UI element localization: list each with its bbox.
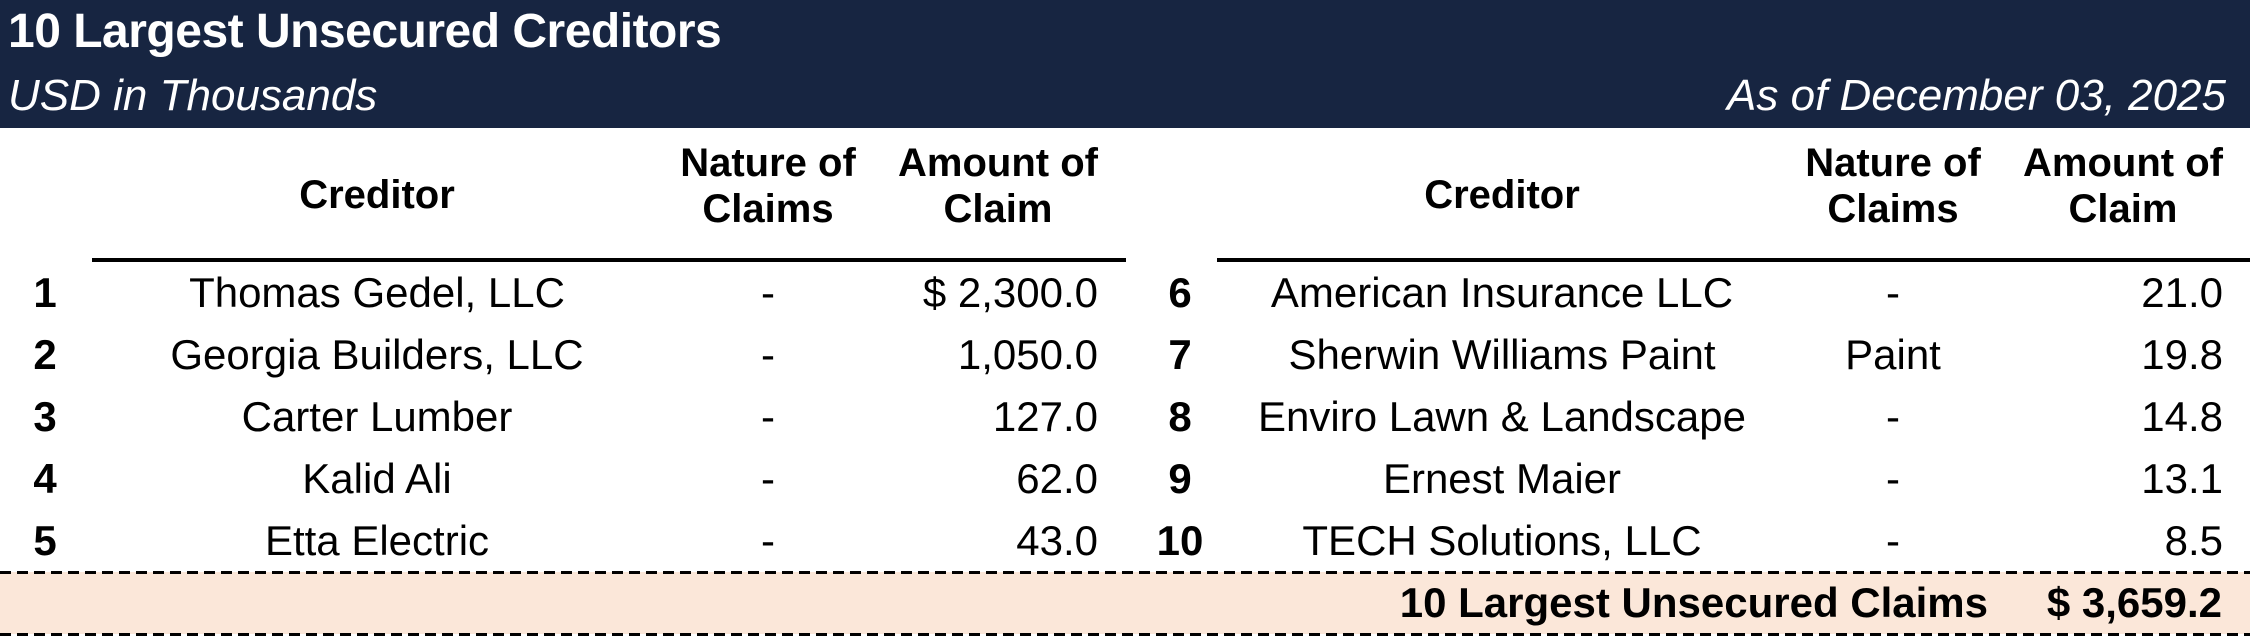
claim-amount: 1,050.0 [957,331,1098,378]
creditor-name: Enviro Lawn & Landscape [1258,393,1746,440]
creditor-name: TECH Solutions, LLC [1302,517,1702,564]
creditor-name: Ernest Maier [1382,455,1622,502]
units-subtitle: USD in Thousands [8,71,378,120]
claim-amount: 13.1 [2141,455,2223,502]
table-row: 9 Ernest Maier - 13.1 [1125,448,2250,510]
claim-amount: $ 2,300.0 [922,269,1098,316]
rank: 4 [33,455,57,502]
creditor-name: Carter Lumber [241,393,513,440]
rank: 10 [1156,517,1204,564]
claim-amount: 62.0 [1016,455,1098,502]
nature-of-claim: - [761,517,775,564]
left-nature-header: Nature of Claims [680,141,856,231]
total-row: 10 Largest Unsecured Claims $ 3,659.2 [0,571,2250,636]
creditor-name: Sherwin Williams Paint [1288,331,1716,378]
claim-amount: 8.5 [2164,517,2223,564]
rank: 2 [33,331,57,378]
total-bottom-dashed-border [0,633,2250,636]
nature-of-claim: - [761,455,775,502]
nature-of-claim: - [761,269,775,316]
creditor-name: Etta Electric [264,517,490,564]
nature-of-claim: - [1886,393,1900,440]
right-amount-header: Amount of Claim [2023,141,2223,231]
table-row: 1 Thomas Gedel, LLC - $ 2,300.0 [0,262,1125,324]
nature-of-claim: - [1886,455,1900,502]
rank: 7 [1168,331,1192,378]
rank: 5 [33,517,57,564]
total-amount: $ 3,659.2 [2046,579,2222,626]
table-row: 6 American Insurance LLC - 21.0 [1125,262,2250,324]
claim-amount: 43.0 [1016,517,1098,564]
right-creditor-header: Creditor [1424,173,1580,217]
creditor-name: Georgia Builders, LLC [170,331,584,378]
claim-amount: 127.0 [992,393,1098,440]
total-top-dashed-border [0,571,2250,574]
nature-of-claim: - [761,393,775,440]
as-of-date: As of December 03, 2025 [1727,71,2226,120]
total-label: 10 Largest Unsecured Claims [1399,579,1988,626]
creditor-name: American Insurance LLC [1270,269,1734,316]
right-header-rule [1217,258,2250,262]
table-row: 7 Sherwin Williams Paint Paint 19.8 [1125,324,2250,386]
table-row: 5 Etta Electric - 43.0 [0,510,1125,572]
nature-of-claim: - [1886,269,1900,316]
table-row: 2 Georgia Builders, LLC - 1,050.0 [0,324,1125,386]
rank: 1 [33,269,57,316]
claim-amount: 19.8 [2141,331,2223,378]
left-amount-header: Amount of Claim [898,141,1098,231]
table-row: 4 Kalid Ali - 62.0 [0,448,1125,510]
nature-of-claim: Paint [1845,331,1941,378]
table-row: 3 Carter Lumber - 127.0 [0,386,1125,448]
rank: 3 [33,393,57,440]
left-creditor-header: Creditor [299,173,455,217]
nature-of-claim: - [1886,517,1900,564]
rank: 9 [1168,455,1192,502]
claim-amount: 14.8 [2141,393,2223,440]
header-band: 10 Largest Unsecured Creditors USD in Th… [0,0,2250,128]
claim-amount: 21.0 [2141,269,2223,316]
table-row: 10 TECH Solutions, LLC - 8.5 [1125,510,2250,572]
left-header-rule [92,258,1126,262]
creditor-name: Thomas Gedel, LLC [189,269,565,316]
creditor-name: Kalid Ali [302,455,452,502]
right-nature-header: Nature of Claims [1805,141,1981,231]
rank: 8 [1168,393,1192,440]
page-title: 10 Largest Unsecured Creditors [8,5,722,58]
nature-of-claim: - [761,331,775,378]
table-row: 8 Enviro Lawn & Landscape - 14.8 [1125,386,2250,448]
rank: 6 [1168,269,1192,316]
